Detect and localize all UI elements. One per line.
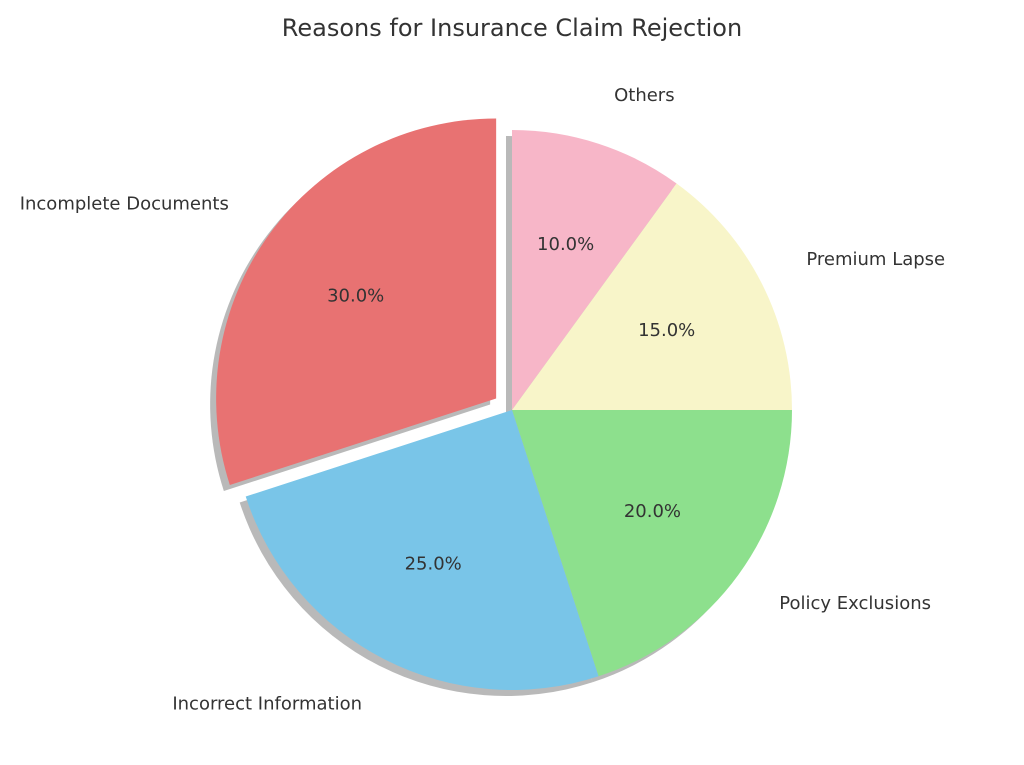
pie-slice-label: Incomplete Documents — [20, 193, 229, 214]
pie-slice-percent: 25.0% — [405, 554, 462, 575]
chart-title: Reasons for Insurance Claim Rejection — [0, 14, 1024, 42]
pie-slice-percent: 10.0% — [537, 234, 594, 255]
pie-chart-container: Reasons for Insurance Claim Rejection 10… — [0, 0, 1024, 765]
pie-slice-label: Incorrect Information — [172, 693, 362, 714]
pie-slice-label: Others — [614, 85, 675, 106]
pie-chart-svg: 10.0% Others 15.0% Premium Lapse 20.0% Policy… — [0, 0, 1024, 765]
pie-slice-percent: 20.0% — [624, 501, 681, 522]
pie-slice-label: Premium Lapse — [806, 249, 945, 270]
pie-slice-label: Policy Exclusions — [779, 593, 931, 614]
pie-slice-percent: 30.0% — [327, 285, 384, 306]
pie-slice-percent: 15.0% — [638, 320, 695, 341]
